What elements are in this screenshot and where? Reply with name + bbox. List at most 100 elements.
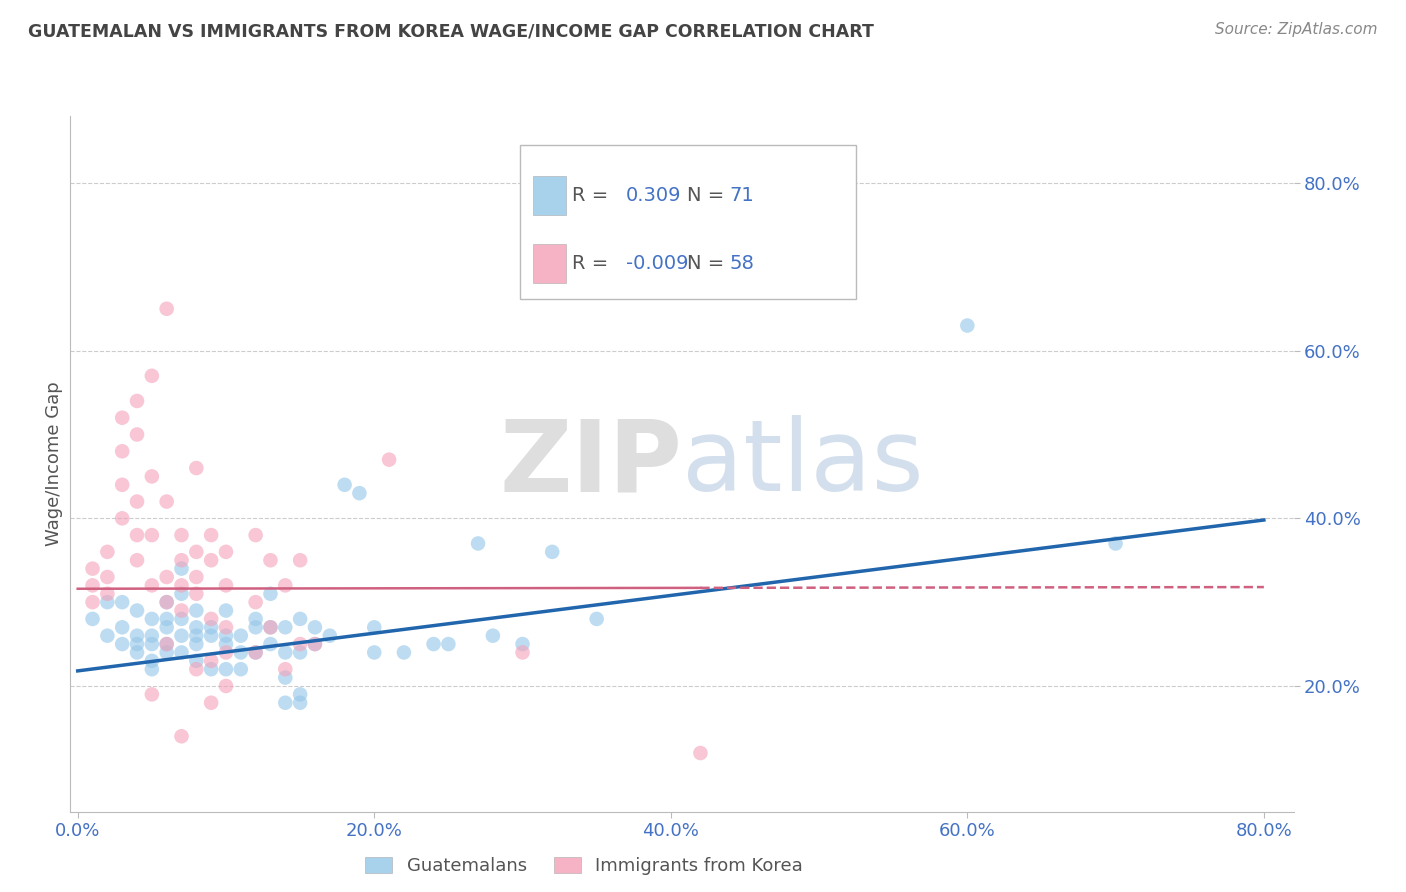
Point [125,603,148,617]
Point [333,477,356,491]
Point [96,629,118,643]
Text: -0.009: -0.009 [626,253,688,273]
Point [259,553,281,567]
Point [82,612,104,626]
Point [363,620,385,634]
Point [245,645,267,659]
Text: GUATEMALAN VS IMMIGRANTS FROM KOREA WAGE/INCOME GAP CORRELATION CHART: GUATEMALAN VS IMMIGRANTS FROM KOREA WAGE… [28,22,875,40]
Point [467,536,489,550]
Point [215,679,238,693]
Point [274,696,297,710]
Point [304,637,326,651]
Point [111,511,134,525]
Point [156,612,179,626]
Legend: Guatemalans, Immigrants from Korea: Guatemalans, Immigrants from Korea [357,850,810,883]
Point [229,645,252,659]
Point [125,629,148,643]
Point [156,620,179,634]
Point [141,637,163,651]
Text: atlas: atlas [682,416,924,512]
Point [186,620,208,634]
Point [304,620,326,634]
Point [585,612,607,626]
Text: 71: 71 [730,186,755,205]
Point [170,729,193,743]
Point [170,578,193,592]
Point [422,637,444,651]
Point [156,301,179,316]
Point [141,528,163,542]
Point [200,620,222,634]
Point [125,494,148,508]
Point [125,637,148,651]
Point [215,637,238,651]
Point [288,696,311,710]
Point [170,528,193,542]
Point [392,645,415,659]
Point [541,545,564,559]
Text: Source: ZipAtlas.com: Source: ZipAtlas.com [1215,22,1378,37]
Point [96,587,118,601]
Point [186,662,208,676]
Point [215,545,238,559]
Point [215,629,238,643]
Point [96,570,118,584]
Point [125,528,148,542]
Point [200,696,222,710]
Point [125,394,148,409]
Text: N =: N = [688,186,731,205]
Point [245,595,267,609]
Point [245,620,267,634]
Point [689,746,711,760]
Point [141,687,163,701]
Point [274,578,297,592]
Point [170,603,193,617]
Point [141,578,163,592]
Point [319,629,342,643]
Point [186,654,208,668]
Point [82,561,104,575]
Point [111,444,134,458]
Point [274,645,297,659]
Text: 58: 58 [730,253,755,273]
Point [170,553,193,567]
Point [186,587,208,601]
Point [245,528,267,542]
Point [141,368,163,383]
Point [200,553,222,567]
Point [170,561,193,575]
Point [96,545,118,559]
Point [111,477,134,491]
Text: ZIP: ZIP [499,416,682,512]
Point [141,612,163,626]
Point [156,494,179,508]
Point [156,637,179,651]
Point [141,662,163,676]
Point [141,629,163,643]
Point [111,637,134,651]
Text: N =: N = [688,253,731,273]
Point [111,595,134,609]
Point [1104,536,1126,550]
Point [482,629,505,643]
Point [200,662,222,676]
Point [96,595,118,609]
Point [288,612,311,626]
Point [259,587,281,601]
Point [274,662,297,676]
Point [200,528,222,542]
Point [141,469,163,483]
Point [170,587,193,601]
Point [288,553,311,567]
Point [363,645,385,659]
Point [215,645,238,659]
Text: 0.309: 0.309 [626,186,681,205]
Point [245,612,267,626]
Point [956,318,979,333]
Point [111,620,134,634]
Point [229,662,252,676]
Point [288,637,311,651]
Point [259,620,281,634]
Point [82,595,104,609]
Point [125,427,148,442]
